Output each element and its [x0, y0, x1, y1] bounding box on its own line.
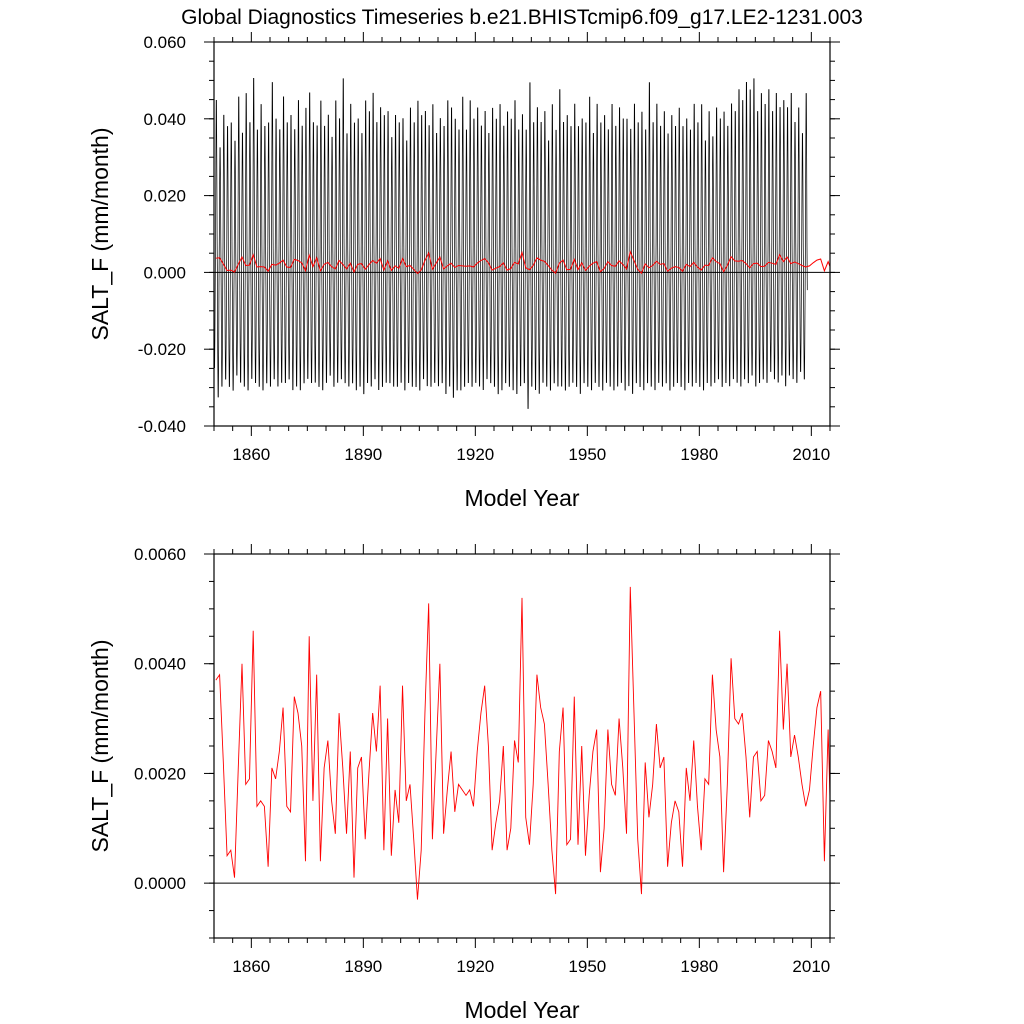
x-tick-label: 1860 — [232, 957, 270, 976]
y-axis-title: SALT_F (mm/month) — [87, 640, 113, 853]
x-tick-label: 1920 — [456, 957, 494, 976]
x-tick-label: 1890 — [344, 957, 382, 976]
y-tick-label: 0.020 — [143, 187, 186, 206]
series-annual-mean-line — [215, 586, 830, 900]
y-tick-label: 0.000 — [143, 263, 186, 282]
x-axis-title: Model Year — [464, 997, 579, 1023]
x-tick-label: 1920 — [456, 445, 494, 464]
x-tick-label: 1980 — [680, 445, 718, 464]
y-tick-label: -0.020 — [138, 340, 186, 359]
x-tick-label: 1860 — [232, 445, 270, 464]
panel-monthly-timeseries: 1860 1890 1920 1950 1980 2010 -0.040 -0.020 0.00… — [87, 32, 840, 511]
x-tick-label: 1980 — [680, 957, 718, 976]
y-tick-label: 0.060 — [143, 33, 186, 52]
x-tick-label: 2010 — [792, 957, 830, 976]
y-tick-label: -0.040 — [138, 417, 186, 436]
y-tick-label: 0.040 — [143, 110, 186, 129]
x-axis-title: Model Year — [464, 485, 579, 511]
x-tick-label: 1890 — [344, 445, 382, 464]
series-annual-mean-line — [215, 250, 830, 275]
y-axis-title: SALT_F (mm/month) — [87, 128, 113, 341]
x-tick-label: 1950 — [568, 445, 606, 464]
panel-annual-timeseries: 1860 1890 1920 1950 1980 2010 0.0000 0.0020 0.00… — [87, 544, 840, 1023]
y-tick-label: 0.0040 — [134, 655, 186, 674]
x-tick-label: 2010 — [792, 445, 830, 464]
series-monthly-line — [214, 77, 808, 409]
chart-title: Global Diagnostics Timeseries b.e21.BHIS… — [181, 6, 863, 29]
y-tick-label: 0.0020 — [134, 764, 186, 783]
x-tick-label: 1950 — [568, 957, 606, 976]
y-tick-label: 0.0000 — [134, 874, 186, 893]
y-tick-label: 0.0060 — [134, 545, 186, 564]
